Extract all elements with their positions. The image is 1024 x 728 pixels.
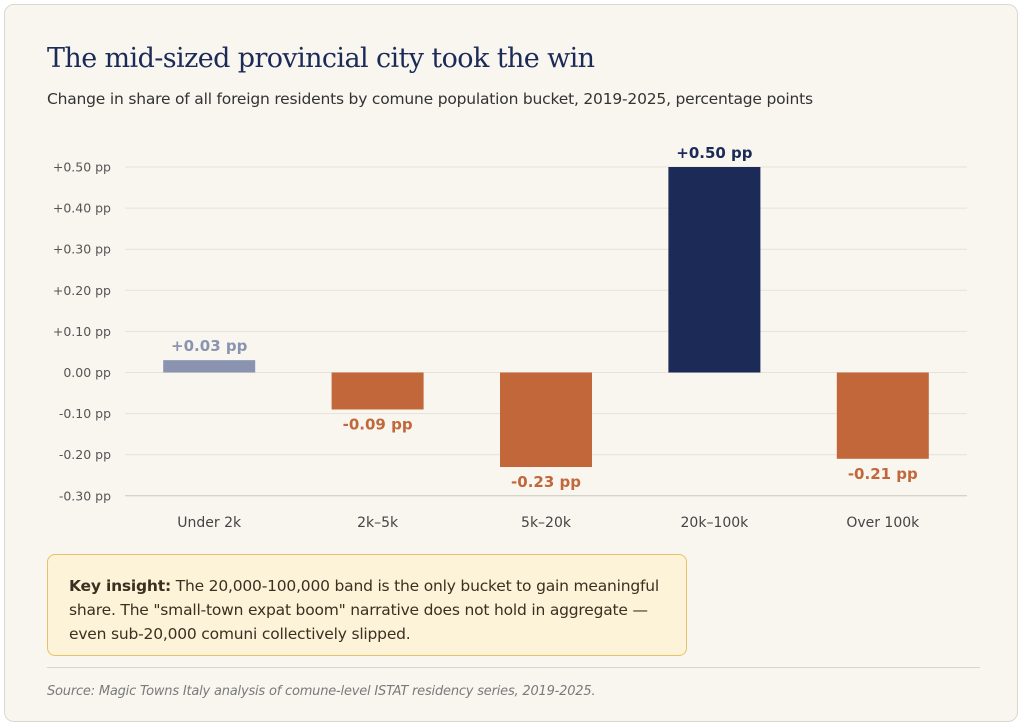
source-note: Source: Magic Towns Italy analysis of co… xyxy=(47,684,596,699)
x-category-label: Under 2k xyxy=(177,515,242,531)
bar xyxy=(163,360,256,373)
y-tick-label: 0.00 pp xyxy=(63,365,111,380)
x-category-label: 20k–100k xyxy=(681,515,750,531)
bar xyxy=(836,372,929,459)
y-tick-label: -0.30 pp xyxy=(59,488,111,503)
y-tick-label: -0.10 pp xyxy=(59,406,111,421)
bar xyxy=(331,372,424,410)
chart-card: The mid-sized provincial city took the w… xyxy=(4,4,1018,722)
bar xyxy=(668,167,761,373)
chart-subtitle: Change in share of all foreign residents… xyxy=(47,90,813,108)
bar xyxy=(500,372,592,468)
x-category-label: Over 100k xyxy=(846,515,920,531)
y-tick-label: +0.50 pp xyxy=(53,160,111,175)
data-label: +0.03 pp xyxy=(171,337,248,355)
x-category-label: 2k–5k xyxy=(357,515,399,531)
divider xyxy=(47,667,980,668)
data-label: -0.21 pp xyxy=(848,465,918,483)
y-tick-label: +0.10 pp xyxy=(53,324,111,339)
x-category-label: 5k–20k xyxy=(521,515,572,531)
y-tick-label: -0.20 pp xyxy=(59,447,111,462)
key-insight-text: The 20,000-100,000 band is the only buck… xyxy=(69,577,659,643)
y-tick-label: +0.30 pp xyxy=(53,242,111,257)
data-label: -0.09 pp xyxy=(343,415,413,433)
bar-chart: +0.50 pp +0.40 pp +0.30 pp +0.20 pp +0.10 pp… xyxy=(53,144,967,531)
key-insight-label: Key insight: xyxy=(69,577,171,595)
y-tick-label: +0.20 pp xyxy=(53,283,111,298)
key-insight-box: Key insight: The 20,000-100,000 band is … xyxy=(47,554,687,656)
data-label: +0.50 pp xyxy=(676,144,753,162)
y-tick-label: +0.40 pp xyxy=(53,201,111,216)
data-label: -0.23 pp xyxy=(511,473,581,491)
chart-title: The mid-sized provincial city took the w… xyxy=(47,43,595,74)
